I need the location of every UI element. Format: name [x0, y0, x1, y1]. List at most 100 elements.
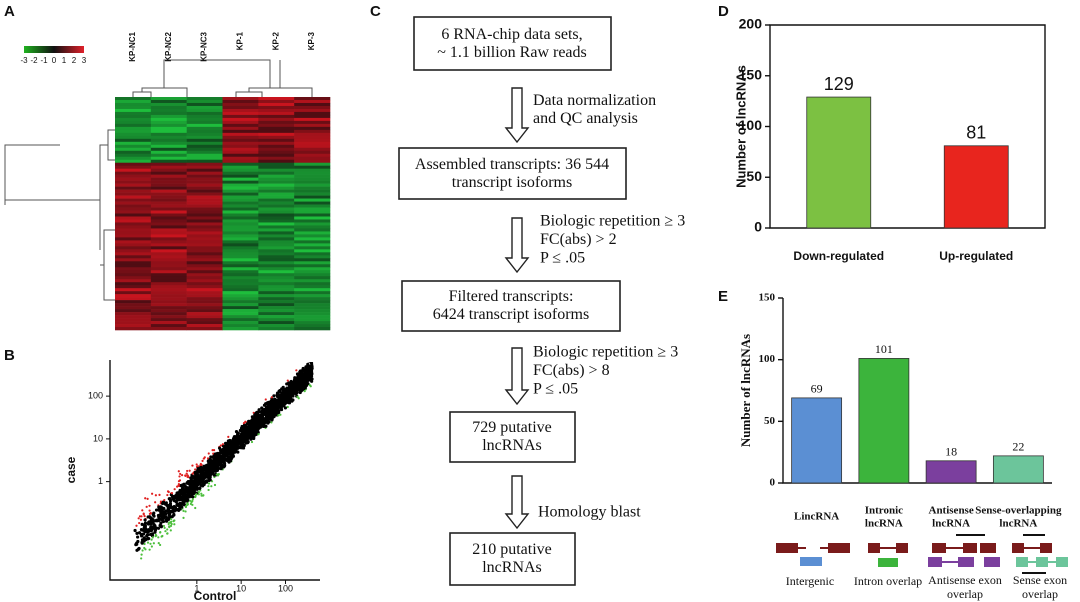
scatter-point	[242, 421, 246, 425]
value-label: 69	[811, 382, 823, 396]
heatmap-cell	[294, 207, 331, 211]
heatmap-cell	[115, 291, 152, 295]
heatmap-cell	[186, 198, 223, 202]
scatter-point	[186, 474, 190, 478]
heatmap-cell	[186, 120, 223, 125]
x-tick-label: 10	[236, 583, 246, 593]
heatmap-cell	[186, 222, 223, 226]
heatmap-cell	[186, 102, 223, 107]
heatmap-cell	[115, 228, 152, 232]
scatter-point	[146, 536, 150, 541]
heatmap-cell	[294, 108, 331, 113]
heatmap-columns: KP-NC1 KP-NC2 KP-NC3 KP-1 KP-2 KP-3	[128, 31, 316, 61]
scatter-point	[293, 387, 298, 391]
heatmap-cell	[258, 114, 295, 119]
scatter-point	[180, 501, 185, 505]
scatter-point	[192, 491, 196, 495]
column-dendrogram	[132, 59, 313, 97]
heatmap-cell	[258, 291, 295, 295]
heatmap-cell	[115, 327, 152, 331]
scatter-point	[208, 461, 213, 465]
scatter-point	[273, 405, 277, 409]
heatmap-cell	[115, 192, 152, 196]
scatter-point	[188, 484, 192, 488]
heatmap-cell	[115, 300, 152, 304]
scatter-point	[240, 446, 244, 450]
heatmap-cell	[186, 255, 223, 259]
heatmap-cell	[150, 282, 187, 286]
heatmap-cell	[222, 300, 259, 304]
heatmap-cell	[294, 267, 331, 271]
scatter-point	[186, 502, 189, 505]
heatmap-cell	[186, 210, 223, 214]
scatter-point	[286, 389, 290, 393]
heatmap-cell	[186, 225, 223, 229]
heatmap-cell	[150, 165, 187, 169]
column-label: KP-NC3	[200, 31, 209, 61]
heatmap-cell	[258, 168, 295, 172]
heatmap-cell	[258, 108, 295, 113]
heatmap-cell	[294, 171, 331, 175]
heatmap-cell	[294, 183, 331, 187]
x-tick-label: Up-regulated	[939, 249, 1013, 263]
heatmap-cell	[258, 285, 295, 289]
scatter-point	[216, 453, 220, 457]
heatmap-cell	[222, 222, 259, 226]
heatmap-cell	[186, 156, 223, 161]
heatmap-cell	[186, 135, 223, 140]
scatter-point	[158, 517, 162, 521]
panel-label: D	[718, 3, 729, 20]
scatter-point	[178, 479, 182, 482]
heatmap-cell	[150, 216, 187, 220]
heatmap-cell	[294, 210, 331, 214]
flow-box	[449, 532, 576, 586]
scatter-point	[159, 531, 162, 534]
scatter-point	[157, 508, 161, 512]
y-tick-label: 150	[739, 66, 763, 82]
heatmap-cell	[294, 264, 331, 268]
heatmap-cell	[150, 222, 187, 226]
heatmap-cell	[115, 204, 152, 208]
scatter-point	[171, 497, 175, 501]
heatmap-cell	[222, 309, 259, 313]
y-tick-label: 50	[764, 415, 776, 427]
heatmap-cell	[150, 273, 187, 277]
heatmap-cell	[150, 144, 187, 149]
heatmap-cell	[294, 111, 331, 116]
x-axis-label: Control	[194, 589, 237, 602]
heatmap-cell	[115, 243, 152, 247]
heatmap-cell	[115, 153, 152, 158]
heatmap-cell	[186, 288, 223, 292]
heatmap-cell	[186, 183, 223, 187]
scatter-point	[195, 473, 199, 477]
scatter-point	[251, 420, 256, 425]
flow-box	[413, 16, 612, 71]
heatmap-cell	[186, 258, 223, 262]
heatmap-cell	[258, 120, 295, 125]
column-label: KP-NC1	[128, 31, 137, 61]
scatter-point	[288, 384, 292, 389]
scatter-point	[138, 521, 141, 525]
heatmap-cell	[186, 192, 223, 196]
heatmap-cell	[186, 171, 223, 175]
heatmap-cell	[258, 246, 295, 250]
heatmap-cell	[150, 189, 187, 193]
scatter-point	[197, 467, 201, 471]
scatter-point	[152, 523, 156, 527]
heatmap-cell	[258, 282, 295, 286]
scatter-point	[139, 518, 143, 521]
heatmap-cell	[115, 309, 152, 313]
scatter-point	[159, 521, 163, 525]
heatmap-cell	[186, 97, 223, 101]
heatmap-cell	[222, 114, 259, 119]
heatmap-cell	[294, 156, 331, 161]
heatmap-cell	[150, 267, 187, 271]
scatter-point	[178, 475, 181, 478]
heatmap-cell	[150, 225, 187, 229]
heatmap-cell	[222, 102, 259, 107]
heatmap-cell	[294, 198, 331, 202]
scatter-point	[133, 528, 137, 533]
scatter-point	[265, 417, 270, 422]
heatmap-cell	[258, 234, 295, 238]
value-label: 129	[824, 74, 854, 94]
